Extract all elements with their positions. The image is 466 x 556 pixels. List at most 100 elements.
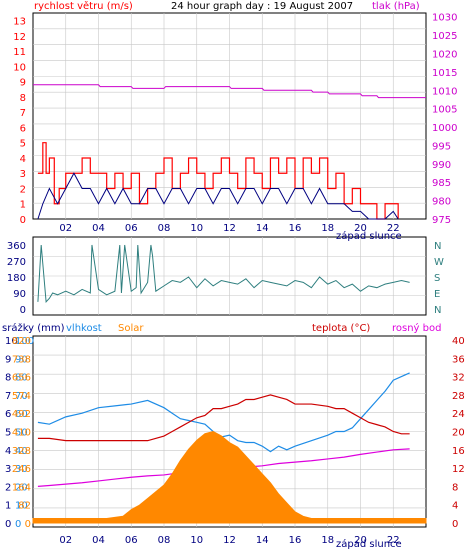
sunset-label-top: západ slunce	[336, 230, 402, 242]
pressure-tick: 1005	[432, 105, 457, 116]
rain-tick: 1	[5, 501, 11, 512]
temperature-tick: 16	[452, 446, 465, 457]
temperature-tick: 0	[452, 519, 458, 530]
series-solar	[32, 430, 427, 524]
wind-tick: 2	[20, 184, 26, 195]
x-tick-top: 06	[125, 223, 138, 234]
humidity-tick: 40	[15, 446, 28, 457]
wind-tick: 12	[13, 32, 26, 43]
direction-compass: W	[434, 257, 444, 268]
rain-tick: 9	[5, 354, 11, 365]
solar-tick: 656	[12, 373, 31, 384]
x-tick-top: 16	[289, 223, 302, 234]
direction-tick: 0	[20, 305, 26, 316]
x-tick-top: 22	[387, 223, 400, 234]
x-tick-bottom: 22	[387, 535, 400, 546]
pressure-tick: 995	[432, 141, 451, 152]
direction-compass: E	[434, 289, 440, 300]
x-tick-top: 12	[223, 223, 236, 234]
solar-tick: 738	[12, 354, 31, 365]
temperature-tick: 4	[452, 501, 458, 512]
direction-grid	[33, 237, 426, 315]
pressure-tick: 1010	[432, 86, 457, 97]
x-tick-bottom: 06	[125, 535, 138, 546]
humidity-tick: 100	[15, 336, 34, 347]
solar-tick: 0	[25, 519, 31, 530]
rain-tick: 8	[5, 373, 11, 384]
solar-tick: 492	[12, 409, 31, 420]
temperature-tick: 40	[452, 336, 465, 347]
temperature-tick: 36	[452, 354, 465, 365]
series-pressure	[33, 84, 426, 99]
wind-tick: 8	[20, 93, 26, 104]
wind-tick: 7	[20, 108, 26, 119]
x-tick-top: 04	[92, 223, 105, 234]
wind-tick: 11	[13, 47, 26, 58]
x-tick-top: 02	[59, 223, 72, 234]
humidity-tick: 90	[15, 354, 28, 365]
wind-tick: 3	[20, 169, 26, 180]
temperature-tick: 24	[452, 409, 465, 420]
wind-tick: 10	[13, 62, 26, 73]
humidity-tick: 10	[15, 501, 28, 512]
wind-axis-label: rychlost větru (m/s)	[34, 0, 133, 12]
series-wind_avg	[37, 172, 399, 220]
x-tick-top: 18	[321, 223, 334, 234]
x-tick-bottom: 14	[256, 535, 269, 546]
solar-tick: 164	[12, 482, 31, 493]
x-tick-top: 14	[256, 223, 269, 234]
wind-tick: 4	[20, 154, 26, 165]
series-humidity	[37, 372, 410, 453]
direction-compass: S	[434, 273, 440, 284]
x-tick-bottom: 20	[354, 535, 367, 546]
humidity-tick: 60	[15, 409, 28, 420]
x-tick-bottom: 08	[158, 535, 171, 546]
direction-compass: N	[434, 241, 441, 252]
rain-tick: 2	[5, 482, 11, 493]
sunset-label-bottom: západ slunce	[336, 538, 402, 550]
pressure-tick: 975	[432, 215, 451, 226]
rain-tick: 5	[5, 428, 11, 439]
page-title: 24 hour graph day : 19 August 2007	[171, 1, 353, 12]
solar-tick: 82	[18, 501, 31, 512]
pressure-tick: 1000	[432, 123, 457, 134]
rain-tick: 3	[5, 464, 11, 475]
pressure-tick: 1020	[432, 49, 457, 60]
direction-tick: 180	[7, 273, 26, 284]
direction-compass: N	[434, 305, 441, 316]
x-tick-bottom: 12	[223, 535, 236, 546]
pressure-axis-label: tlak (hPa)	[372, 1, 420, 12]
x-tick-bottom: 04	[92, 535, 105, 546]
temperature-tick: 20	[452, 428, 465, 439]
wind-tick: 6	[20, 123, 26, 134]
pressure-tick: 1015	[432, 68, 457, 79]
direction-tick: 90	[13, 289, 26, 300]
solar-tick: 410	[12, 428, 31, 439]
direction-tick: 270	[7, 257, 26, 268]
series-temperature	[37, 394, 410, 442]
series-direction	[37, 244, 410, 304]
pressure-tick: 990	[432, 160, 451, 171]
temperature-legend: teplota (°C)	[312, 323, 370, 334]
x-tick-bottom: 18	[321, 535, 334, 546]
wind-tick: 1	[20, 200, 26, 211]
rain-legend: srážky (mm)	[2, 322, 65, 334]
humidity-tick: 20	[15, 482, 28, 493]
x-tick-bottom: 10	[190, 535, 203, 546]
pressure-tick: 1030	[432, 13, 457, 24]
dewpoint-legend: rosný bod	[392, 322, 441, 334]
temperature-tick: 12	[452, 464, 465, 475]
direction-tick: 360	[7, 241, 26, 252]
rain-tick: 6	[5, 409, 11, 420]
rain-tick: 10	[5, 336, 18, 347]
humidity-tick: 0	[15, 519, 21, 530]
humidity-tick: 50	[15, 428, 28, 439]
x-tick-top: 20	[354, 223, 367, 234]
solar-tick: 820	[12, 336, 31, 347]
wind-tick: 13	[13, 17, 26, 28]
temperature-tick: 32	[452, 373, 465, 384]
series-wind_gust	[37, 142, 399, 220]
solar-tick: 328	[12, 446, 31, 457]
humidity-tick: 80	[15, 373, 28, 384]
